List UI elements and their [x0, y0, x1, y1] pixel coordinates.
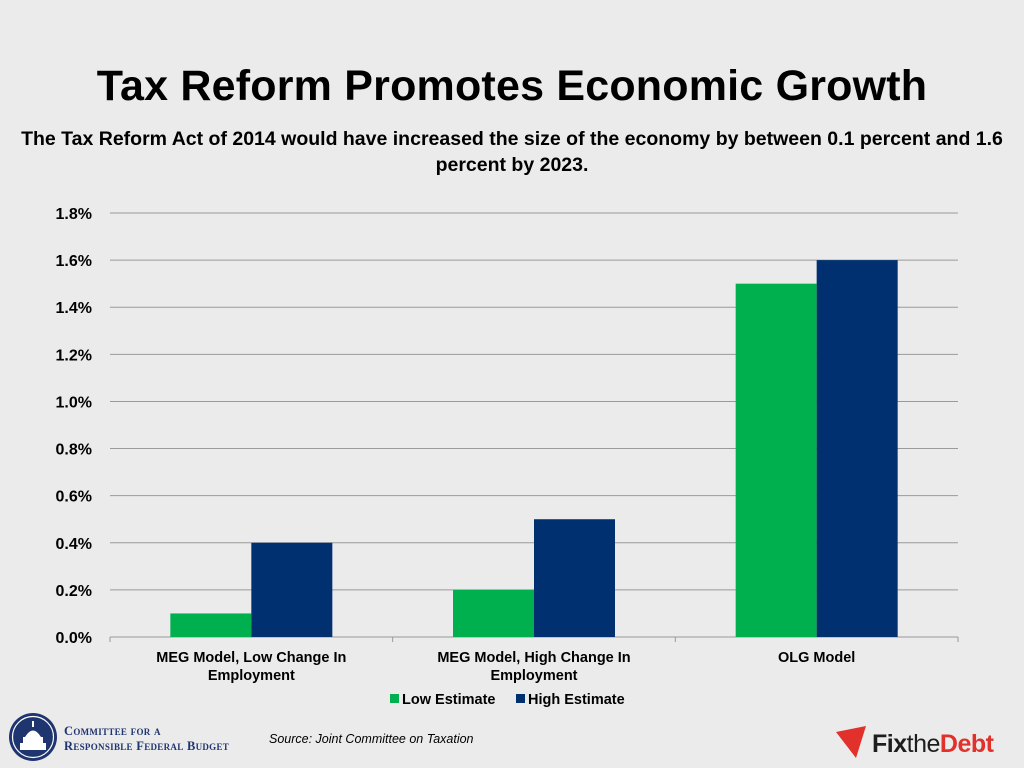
crfb-logo: Committee for a Responsible Federal Budg…: [8, 710, 268, 766]
y-tick-label: 1.8%: [56, 206, 92, 223]
chart-title: Tax Reform Promotes Economic Growth: [96, 62, 928, 110]
legend-swatch: [390, 694, 399, 703]
bar-high-estimate: [816, 260, 898, 637]
bar-high-estimate: [251, 542, 333, 637]
x-category-label: Employment: [208, 668, 295, 684]
y-tick-label: 0.8%: [56, 442, 92, 459]
capitol-seal-icon: [9, 713, 57, 761]
x-category-label: MEG Model, High Change In: [437, 650, 630, 666]
y-tick-label: 0.6%: [56, 489, 92, 506]
fix-word: Fix: [872, 730, 907, 758]
y-tick-label: 0.2%: [56, 583, 92, 600]
chart-subtitle: The Tax Reform Act of 2014 would have in…: [21, 128, 1003, 176]
bar-chart: 0.0% 0.2% 0.4% 0.6% 0.8% 1.0% 1.2% 1.4% 1.6% 1.8%…: [56, 206, 959, 708]
crfb-line-2: Responsible Federal Budget: [64, 739, 230, 753]
fix-the-debt-logo: FixtheDebt: [834, 724, 1018, 764]
bar-high-estimate: [534, 519, 615, 637]
y-tick-label: 0.0%: [56, 630, 92, 647]
y-tick-label: 1.2%: [56, 347, 92, 364]
the-word: the: [906, 730, 941, 758]
y-tick-label: 1.6%: [56, 253, 92, 270]
source-note: Source: Joint Committee on Taxation: [269, 732, 474, 746]
legend-label: Low Estimate: [402, 692, 495, 708]
crfb-line-1: Committee for a: [64, 724, 161, 738]
y-tick-label: 1.4%: [56, 300, 92, 317]
x-category-label: Employment: [490, 668, 577, 684]
legend-label: High Estimate: [528, 692, 625, 708]
fix-the-debt-wordmark: FixtheDebt: [872, 730, 994, 759]
crfb-name: Committee for a Responsible Federal Budg…: [64, 724, 229, 754]
red-pennant-icon: [836, 726, 866, 758]
bar-low-estimate: [453, 589, 534, 637]
debt-word: Debt: [939, 730, 994, 758]
x-category-label: OLG Model: [778, 650, 855, 666]
y-tick-label: 1.0%: [56, 394, 92, 411]
x-category-label: MEG Model, Low Change In: [156, 650, 346, 666]
bar-low-estimate: [735, 283, 817, 637]
legend-swatch: [516, 694, 525, 703]
y-tick-label: 0.4%: [56, 536, 92, 553]
bar-low-estimate: [170, 613, 252, 637]
